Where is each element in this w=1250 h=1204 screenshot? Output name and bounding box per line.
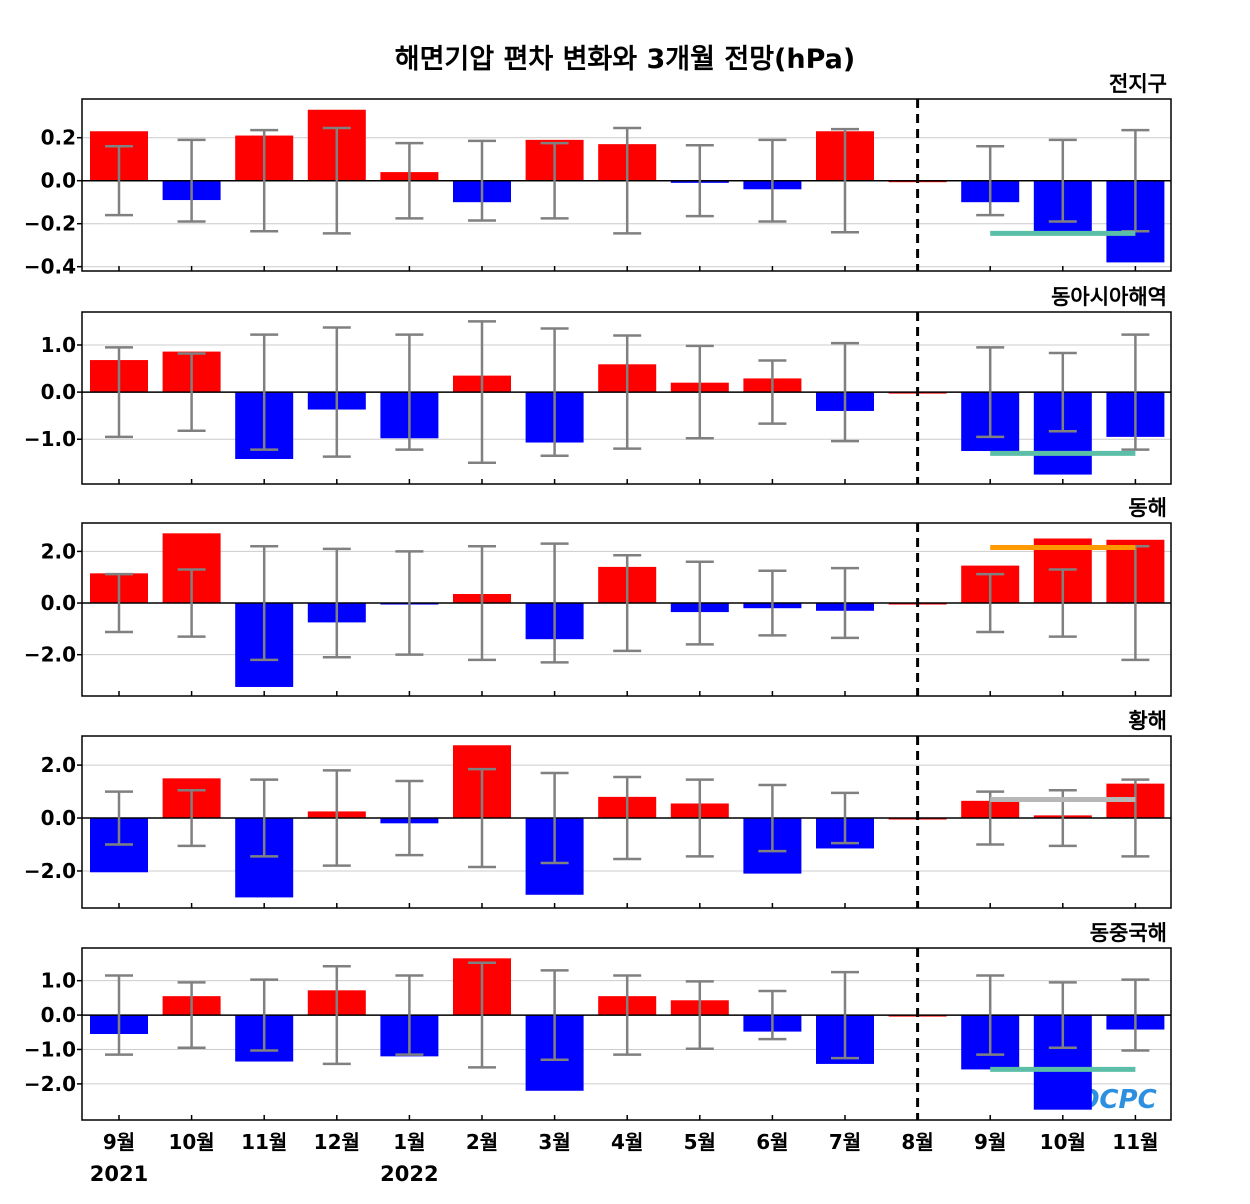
x-tick-label: 3월 [538,1130,570,1154]
x-tick-label: 8월 [901,1130,933,1154]
y-tick-label: −2.0 [24,859,76,883]
panel-frame [81,522,1172,697]
x-tick-label: 6월 [756,1130,788,1154]
panel-region-label: 동해 [1128,496,1167,520]
x-tick-label: 9월 [974,1130,1006,1154]
panel-region-label: 전지구 [1109,72,1167,96]
panel-frame [81,311,1172,485]
x-tick-label: 11월 [241,1130,287,1154]
y-tick-label: −0.2 [24,212,76,236]
x-tick-label: 12월 [314,1130,360,1154]
y-tick-label: 0.2 [41,126,76,150]
x-tick-label: 5월 [684,1130,716,1154]
x-tick-label: 10월 [1040,1130,1086,1154]
x-tick-label: 7월 [829,1130,861,1154]
y-tick-label: 2.0 [41,753,76,777]
panel-frame [81,947,1172,1121]
y-tick-label: 0.0 [41,806,76,830]
y-tick-label: −1.0 [24,1037,76,1061]
y-tick-label: −1.0 [24,427,76,451]
panel-region-label: 동아시아해역 [1051,285,1167,309]
year-label: 2021 [90,1162,148,1186]
y-tick-label: 0.0 [41,380,76,404]
y-tick-label: 0.0 [41,591,76,615]
x-tick-label: 4월 [611,1130,643,1154]
panel-region-label: 황해 [1128,709,1167,733]
panel-3: 동해 2.0 0.0 −2.0 [24,496,1172,697]
x-tick-label: 11월 [1112,1130,1158,1154]
y-tick-label: −2.0 [24,643,76,667]
y-tick-label: 1.0 [41,333,76,357]
panel-1: 전지구 0.2 0.0 −0.2 −0.4 [24,72,1172,279]
panel-5: 동중국해 1.0 0.0 −1.0 −2.0 [24,921,1172,1121]
y-tick-label: −0.4 [24,255,76,279]
x-tick-label: 1월 [393,1130,425,1154]
panel-4: 황해 2.0 0.0 −2.0 [24,709,1172,909]
x-tick-label: 2월 [466,1130,498,1154]
chart-title: 해면기압 편차 변화와 3개월 전망(hPa) [395,44,856,75]
y-tick-label: 0.0 [41,169,76,193]
x-tick-label: 9월 [103,1130,135,1154]
y-tick-label: 2.0 [41,539,76,563]
panel-frame [81,735,1172,909]
panel-region-label: 동중국해 [1090,921,1167,945]
y-tick-label: 1.0 [41,969,76,993]
y-tick-label: 0.0 [41,1003,76,1027]
panel-frame [81,98,1172,272]
year-label: 2022 [380,1162,438,1186]
panel-2: 동아시아해역 1.0 0.0 −1.0 [24,285,1172,485]
y-tick-label: −2.0 [24,1072,76,1096]
x-tick-label: 10월 [168,1130,214,1154]
